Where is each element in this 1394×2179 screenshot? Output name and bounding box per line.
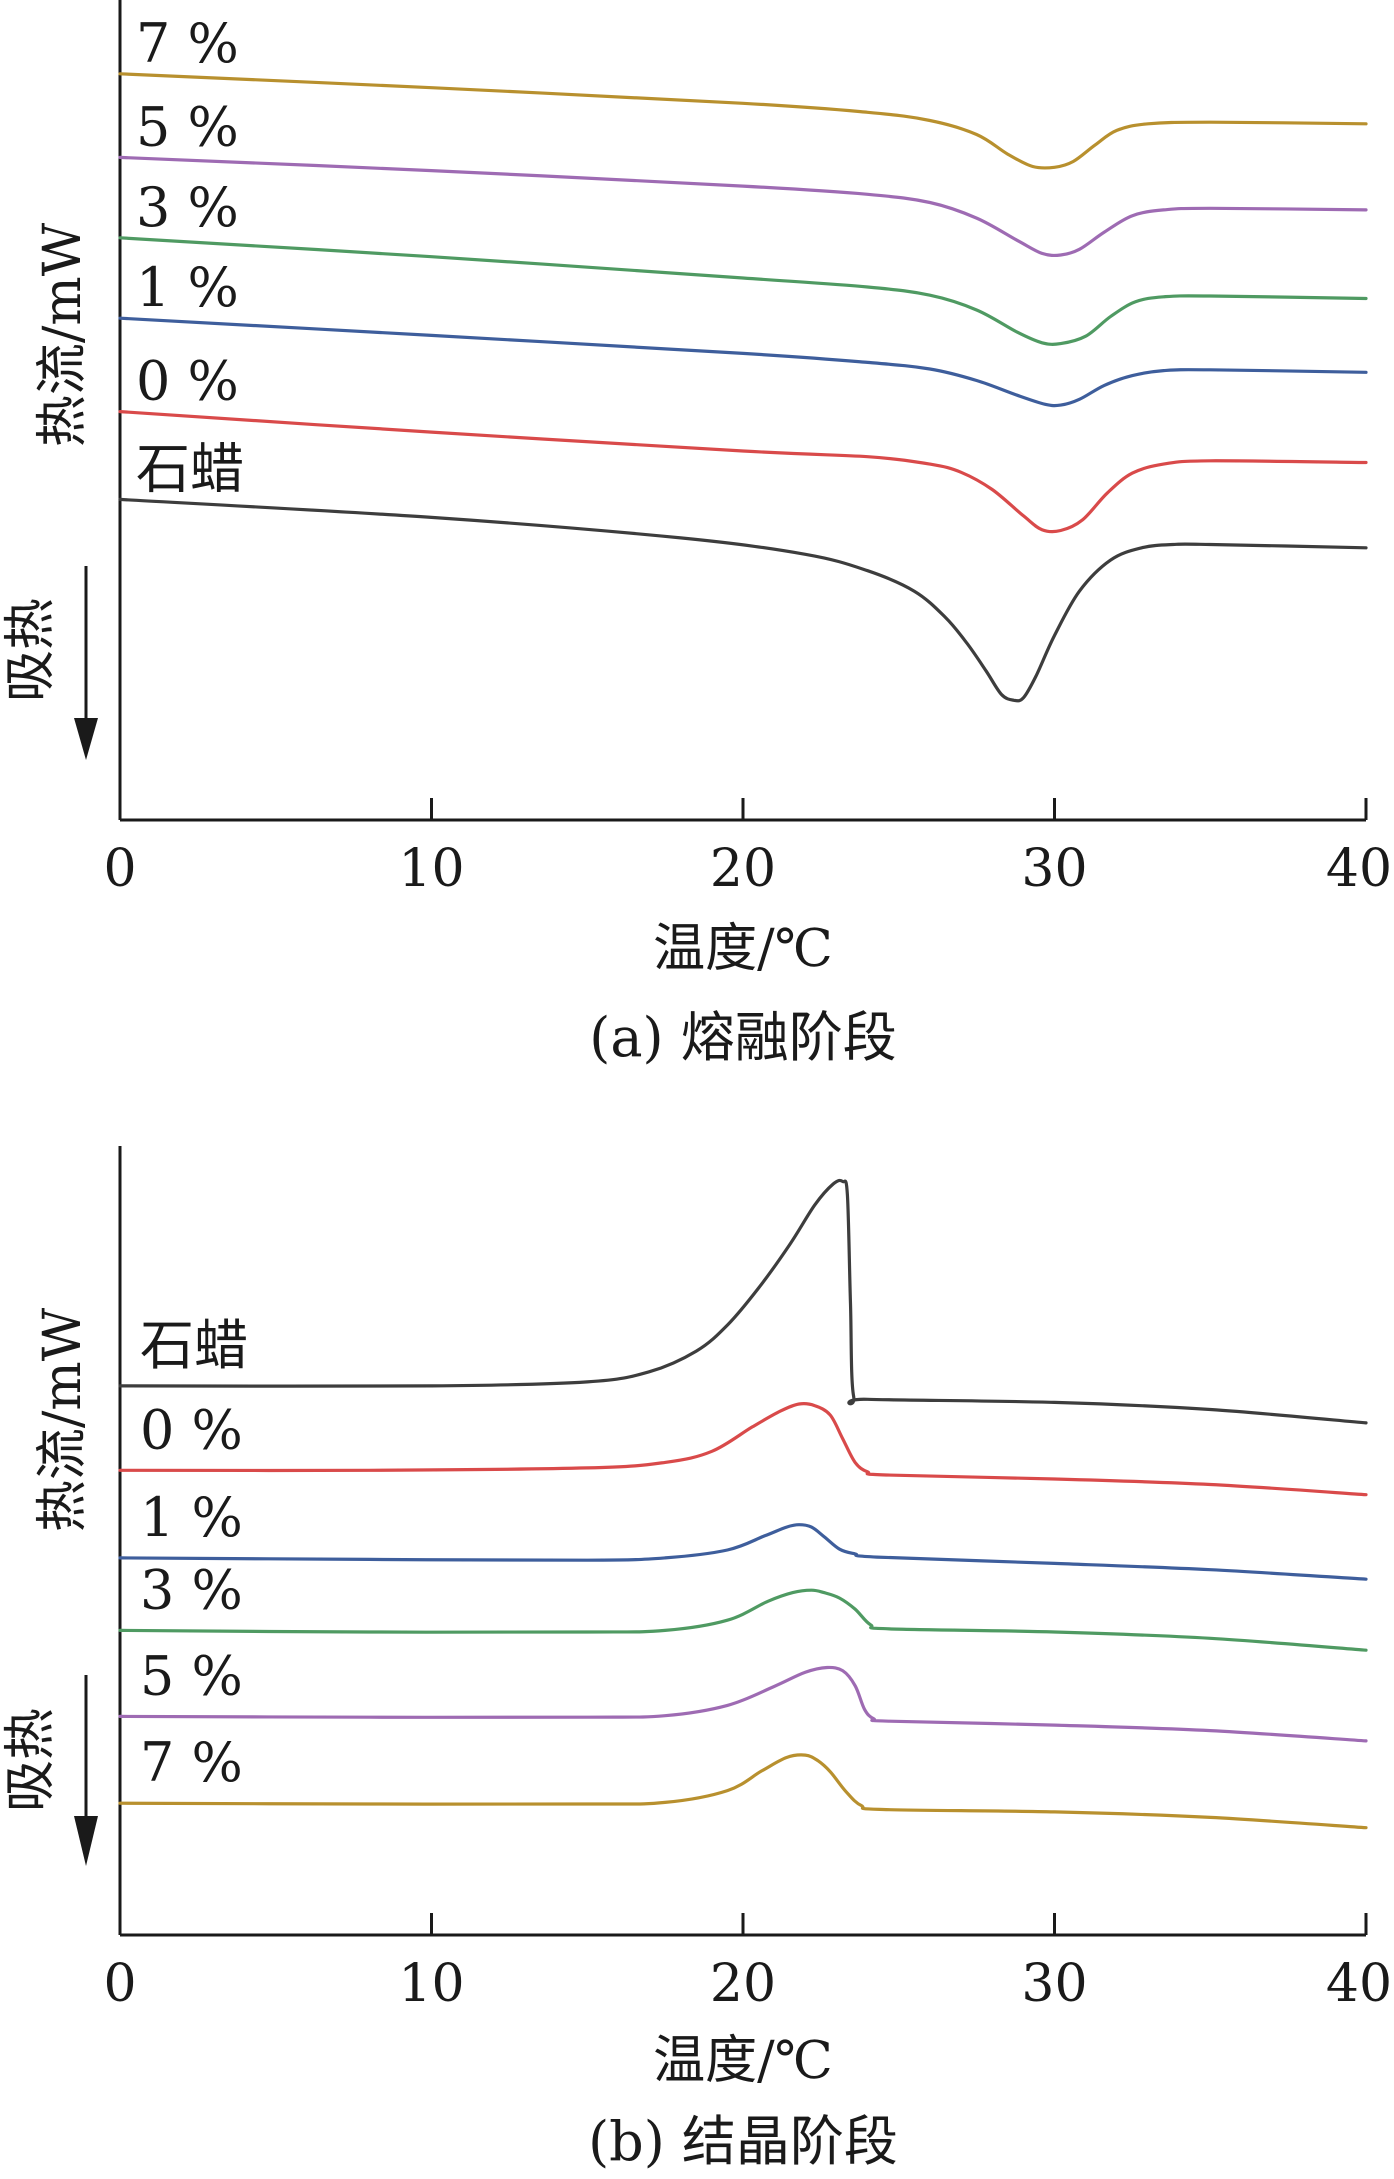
panel-b-series-label-3: 3 % [140, 1558, 243, 1621]
panel-b-x-axis-title: 温度/℃ [653, 2031, 833, 2091]
panel-b-series-line-0 [118, 1178, 1368, 1425]
panel-b-x-tick-label-20: 20 [710, 1954, 776, 2014]
panel-a-series-label-0: 7 % [136, 12, 239, 75]
panel-b-x-tick-label-30: 30 [1021, 1954, 1087, 2014]
panel-a-series-label-3: 1 % [136, 256, 239, 319]
panel-a-series-line-2 [118, 236, 1368, 346]
panel-a-series-line-5 [118, 497, 1368, 703]
panel-a-series-group: 7 % 5 % 3 % 1 % 0 % 石蜡 [118, 12, 1368, 703]
panel-b-x-tick-label-0: 0 [103, 1954, 136, 2014]
panel-b-series-line-5 [118, 1753, 1368, 1830]
panel-a-direction-indicator: 吸热 [1, 566, 98, 760]
panel-a-axes: 0 10 20 30 40 [103, 0, 1392, 899]
panel-b-y-axis-title: 热流/mW [33, 1307, 93, 1532]
panel-b-series-label-4: 5 % [140, 1644, 243, 1707]
panel-b-series-line-1 [118, 1402, 1368, 1497]
panel-a-x-axis-title: 温度/℃ [653, 919, 833, 979]
panel-a-series-line-0 [118, 72, 1368, 170]
panel-b-series-label-0: 石蜡 [140, 1314, 248, 1377]
panel-a-melting-chart: 0 10 20 30 40 温度/℃ (a) 熔融阶段 热流/mW 吸热 7 %… [1, 0, 1392, 1069]
panel-b-direction-arrow-head [74, 1816, 98, 1866]
panel-b-series-label-2: 1 % [140, 1486, 243, 1549]
panel-b-direction-label: 吸热 [1, 1708, 61, 1812]
panel-a-series-line-1 [118, 155, 1368, 258]
panel-a-x-tick-label-10: 10 [398, 839, 464, 899]
panel-a-series-line-3 [118, 316, 1368, 408]
panel-b-x-tick-label-10: 10 [398, 1954, 464, 2014]
panel-a-x-tick-label-30: 30 [1021, 839, 1087, 899]
panel-b-axes: 0 10 20 30 40 [103, 1146, 1392, 2014]
panel-a-series-line-4 [118, 410, 1368, 534]
panel-b-series-line-2 [118, 1523, 1368, 1581]
panel-a-y-axis-title: 热流/mW [33, 222, 93, 447]
panel-a-x-tick-label-20: 20 [710, 839, 776, 899]
panel-a-direction-arrow-head [74, 718, 98, 760]
panel-b-x-tick-label-40: 40 [1326, 1954, 1392, 2014]
panel-b-series-line-3 [118, 1588, 1368, 1652]
panel-a-series-label-5: 石蜡 [136, 437, 244, 500]
panel-b-series-group: 石蜡 0 % 1 % 3 % 5 % 7 % [118, 1178, 1368, 1830]
panel-b-caption: (b) 结晶阶段 [588, 2110, 898, 2173]
panel-a-x-tick-label-0: 0 [103, 839, 136, 899]
panel-b-series-label-1: 0 % [140, 1398, 243, 1461]
panel-a-series-label-1: 5 % [136, 95, 239, 158]
panel-a-series-label-2: 3 % [136, 176, 239, 239]
panel-b-crystallization-chart: 0 10 20 30 40 温度/℃ (b) 结晶阶段 热流/mW 吸热 石蜡0… [1, 1146, 1392, 2173]
panel-a-x-tick-label-40: 40 [1326, 839, 1392, 899]
panel-a-caption: (a) 熔融阶段 [589, 1006, 897, 1069]
panel-a-direction-label: 吸热 [1, 598, 61, 702]
panel-b-series-label-5: 7 % [140, 1731, 243, 1794]
panel-b-direction-indicator: 吸热 [1, 1675, 98, 1866]
panel-b-series-line-4 [118, 1665, 1368, 1743]
panel-a-series-label-4: 0 % [136, 350, 239, 413]
